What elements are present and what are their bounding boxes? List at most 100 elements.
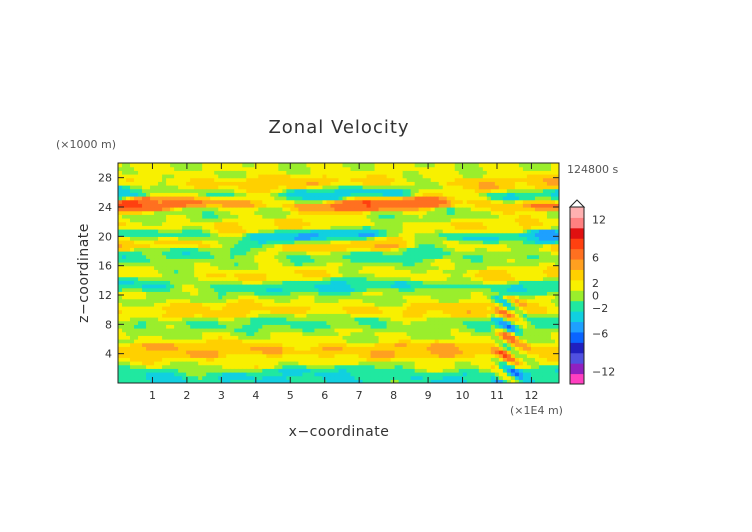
heatmap-cell xyxy=(266,265,271,270)
heatmap-cell xyxy=(194,375,199,380)
heatmap-cell xyxy=(154,328,159,333)
heatmap-cell xyxy=(250,221,255,226)
heatmap-cell xyxy=(386,243,392,248)
heatmap-cell xyxy=(198,203,203,208)
heatmap-cell xyxy=(274,353,279,358)
heatmap-cell xyxy=(242,276,247,281)
heatmap-cell xyxy=(226,309,231,314)
heatmap-cell xyxy=(362,313,368,318)
heatmap-cell xyxy=(446,335,452,340)
heatmap-cell xyxy=(302,229,308,234)
heatmap-cell xyxy=(254,170,259,175)
heatmap-cell xyxy=(310,298,316,303)
heatmap-cell xyxy=(326,192,332,197)
heatmap-cell xyxy=(126,174,131,179)
heatmap-cell xyxy=(378,375,384,380)
heatmap-cell xyxy=(390,276,396,281)
heatmap-cell xyxy=(390,328,396,333)
heatmap-cell xyxy=(414,331,420,336)
heatmap-cell xyxy=(350,324,356,329)
heatmap-cell xyxy=(378,280,384,285)
heatmap-cell xyxy=(450,361,456,366)
heatmap-cell xyxy=(350,243,356,248)
heatmap-cell xyxy=(302,364,308,369)
heatmap-cell xyxy=(386,339,392,344)
heatmap-cell xyxy=(290,302,295,307)
heatmap-cell xyxy=(386,375,392,380)
heatmap-cell xyxy=(150,262,155,267)
heatmap-cell xyxy=(314,276,320,281)
heatmap-cell xyxy=(182,350,187,355)
heatmap-cell xyxy=(338,243,344,248)
heatmap-cell xyxy=(214,331,219,336)
heatmap-cell xyxy=(338,313,344,318)
heatmap-cell xyxy=(446,240,452,245)
heatmap-cell xyxy=(194,170,199,175)
heatmap-cell xyxy=(438,357,444,362)
heatmap-cell xyxy=(286,295,291,300)
heatmap-cell xyxy=(254,317,259,322)
heatmap-cell xyxy=(394,177,400,182)
heatmap-cell xyxy=(330,203,336,208)
heatmap-cell xyxy=(410,361,416,366)
heatmap-cell xyxy=(394,258,400,263)
heatmap-cell xyxy=(126,269,131,274)
heatmap-cell xyxy=(266,295,271,300)
heatmap-cell xyxy=(246,291,251,296)
heatmap-cell xyxy=(166,251,171,256)
heatmap-cell xyxy=(202,254,207,259)
heatmap-cell xyxy=(162,313,167,318)
heatmap-cell xyxy=(118,214,123,219)
heatmap-cell xyxy=(138,361,143,366)
heatmap-cell xyxy=(390,240,396,245)
heatmap-cell xyxy=(118,170,123,175)
heatmap-cell xyxy=(258,214,263,219)
heatmap-cell xyxy=(298,320,304,325)
heatmap-cell xyxy=(278,181,283,186)
heatmap-cell xyxy=(290,273,295,278)
heatmap-cell xyxy=(322,357,328,362)
heatmap-cell xyxy=(222,269,227,274)
heatmap-cell xyxy=(262,269,267,274)
heatmap-cell xyxy=(274,295,279,300)
heatmap-cell xyxy=(394,375,400,380)
heatmap-cell xyxy=(202,302,207,307)
heatmap-cell xyxy=(346,240,352,245)
heatmap-cell xyxy=(374,291,380,296)
heatmap-cell xyxy=(174,375,179,380)
heatmap-cell xyxy=(206,320,211,325)
heatmap-cell xyxy=(230,350,235,355)
heatmap-cell xyxy=(214,306,219,311)
heatmap-cell xyxy=(310,342,316,347)
heatmap-cell xyxy=(386,302,392,307)
heatmap-cell xyxy=(370,243,376,248)
heatmap-cell xyxy=(262,317,267,322)
heatmap-cell xyxy=(246,335,251,340)
heatmap-cell xyxy=(310,287,316,292)
heatmap-cell xyxy=(362,185,368,190)
heatmap-cell xyxy=(186,372,191,377)
heatmap-cell xyxy=(402,353,408,358)
heatmap-cell xyxy=(282,291,287,296)
heatmap-cell xyxy=(434,269,440,274)
heatmap-cell xyxy=(182,174,187,179)
heatmap-cell xyxy=(246,254,251,259)
heatmap-cell xyxy=(290,339,295,344)
heatmap-cell xyxy=(150,306,155,311)
heatmap-cell xyxy=(298,203,304,208)
heatmap-cell xyxy=(278,342,283,347)
heatmap-cell xyxy=(258,196,263,201)
heatmap-cell xyxy=(274,236,279,241)
heatmap-cell xyxy=(210,331,215,336)
heatmap-cell xyxy=(134,177,139,182)
heatmap-cell xyxy=(122,218,127,223)
heatmap-cell xyxy=(270,240,275,245)
heatmap-cell xyxy=(214,170,219,175)
heatmap-cell xyxy=(402,243,408,248)
heatmap-cell xyxy=(162,163,167,168)
heatmap-cell xyxy=(266,328,271,333)
heatmap-cell xyxy=(378,269,384,274)
heatmap-cell xyxy=(326,276,332,281)
heatmap-cell xyxy=(214,199,219,204)
heatmap-cell xyxy=(226,350,231,355)
